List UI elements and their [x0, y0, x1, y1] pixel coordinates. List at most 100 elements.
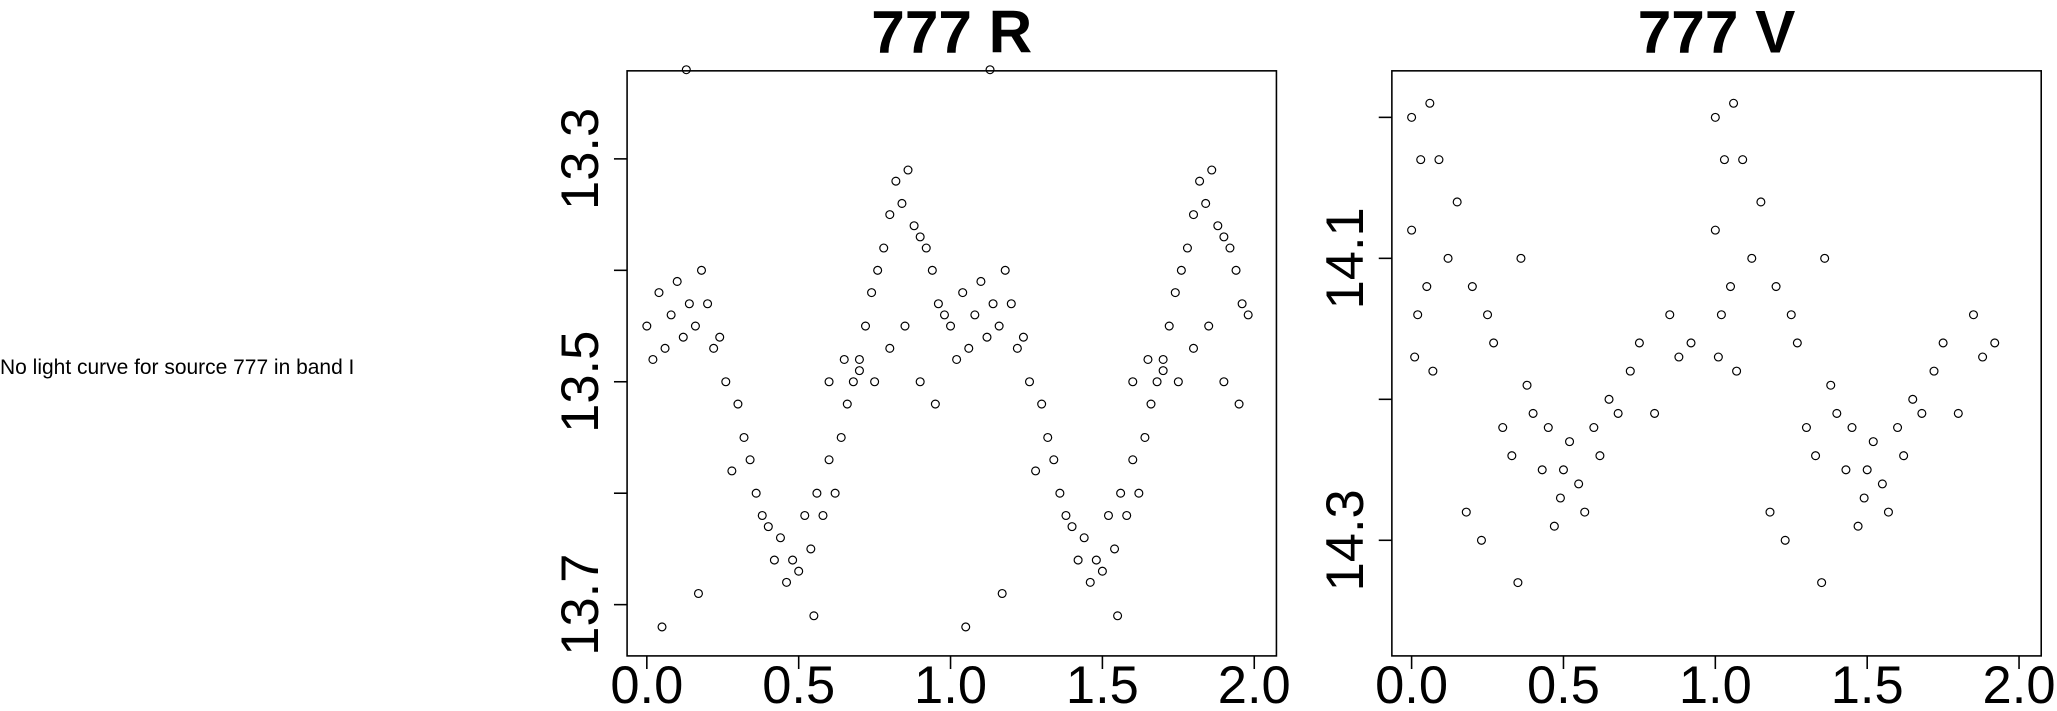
point — [1899, 451, 1909, 461]
point — [1012, 343, 1022, 353]
point — [812, 488, 822, 498]
point — [1792, 338, 1802, 348]
point — [739, 432, 749, 443]
point — [775, 533, 785, 543]
point — [1710, 112, 1720, 122]
point — [809, 611, 819, 621]
point — [1558, 465, 1568, 475]
point — [681, 65, 691, 75]
point — [1826, 380, 1836, 390]
point — [915, 232, 925, 242]
point — [642, 321, 652, 331]
point — [985, 65, 995, 75]
point — [915, 377, 925, 387]
point — [1243, 310, 1253, 320]
x-tick-label: 0.0 — [1375, 657, 1448, 711]
point — [1407, 112, 1417, 122]
point — [1188, 343, 1199, 353]
x-tick-label: 2.0 — [1983, 657, 2056, 711]
point — [1143, 354, 1153, 364]
point — [933, 299, 943, 309]
x-tick-label: 1.0 — [914, 657, 987, 711]
point — [672, 276, 682, 286]
point — [1122, 510, 1132, 521]
point — [1756, 197, 1766, 207]
point — [1416, 155, 1426, 165]
point — [848, 377, 858, 387]
point — [964, 343, 974, 353]
x-tick-label: 0.5 — [1527, 657, 1600, 711]
point — [1811, 451, 1821, 461]
point — [1000, 265, 1010, 275]
point — [654, 288, 664, 298]
point — [885, 210, 895, 220]
point — [1091, 555, 1101, 565]
point — [1425, 98, 1435, 108]
x-tick-label: 1.5 — [1066, 657, 1139, 711]
point — [1476, 535, 1486, 545]
point — [1422, 282, 1432, 292]
point — [976, 276, 986, 286]
point — [1841, 465, 1851, 475]
point — [1686, 338, 1696, 348]
point — [1498, 422, 1508, 433]
point — [1929, 366, 1939, 376]
point — [897, 198, 907, 208]
point — [1006, 299, 1016, 309]
point — [842, 399, 852, 409]
point — [1413, 310, 1423, 320]
point — [854, 354, 864, 364]
point — [1467, 282, 1477, 292]
chart-title: 777 V — [1638, 0, 1796, 65]
point — [958, 288, 968, 298]
point — [1771, 282, 1781, 292]
point — [900, 321, 910, 331]
point — [763, 522, 773, 532]
y-tick-label: 13.5 — [552, 331, 610, 433]
point — [1234, 399, 1244, 409]
x-tick-label: 1.5 — [1831, 657, 1904, 711]
point — [1067, 522, 1077, 532]
point — [1237, 299, 1247, 309]
point — [800, 510, 810, 521]
point — [1832, 408, 1842, 418]
point — [1634, 338, 1644, 348]
point — [1820, 253, 1830, 263]
point — [1859, 493, 1869, 503]
point — [1729, 98, 1739, 108]
point — [794, 566, 804, 576]
point — [1204, 321, 1214, 331]
point — [1938, 338, 1948, 348]
point — [1037, 399, 1047, 409]
point — [970, 310, 980, 320]
point — [1489, 338, 1499, 348]
point — [1164, 321, 1174, 331]
point — [1713, 352, 1723, 362]
point — [1182, 243, 1192, 253]
point — [1853, 521, 1863, 531]
point — [1140, 432, 1150, 443]
point — [870, 377, 880, 387]
point — [952, 354, 962, 364]
point — [745, 455, 755, 465]
point — [1213, 221, 1223, 231]
point — [1061, 510, 1071, 521]
point — [1978, 352, 1988, 362]
point — [961, 622, 971, 632]
point — [1219, 377, 1229, 387]
point — [1574, 479, 1584, 489]
point — [1113, 611, 1123, 621]
point — [721, 377, 731, 387]
chart-title: 777 R — [871, 0, 1032, 65]
point — [1170, 288, 1180, 298]
point — [1528, 408, 1538, 418]
point — [1747, 253, 1757, 263]
point — [690, 321, 700, 331]
plot-frame — [1391, 70, 2043, 657]
point — [1176, 265, 1186, 275]
y-tick-label: 14.1 — [1317, 207, 1375, 309]
point — [1953, 408, 1963, 418]
point — [824, 377, 834, 387]
point — [709, 343, 719, 353]
